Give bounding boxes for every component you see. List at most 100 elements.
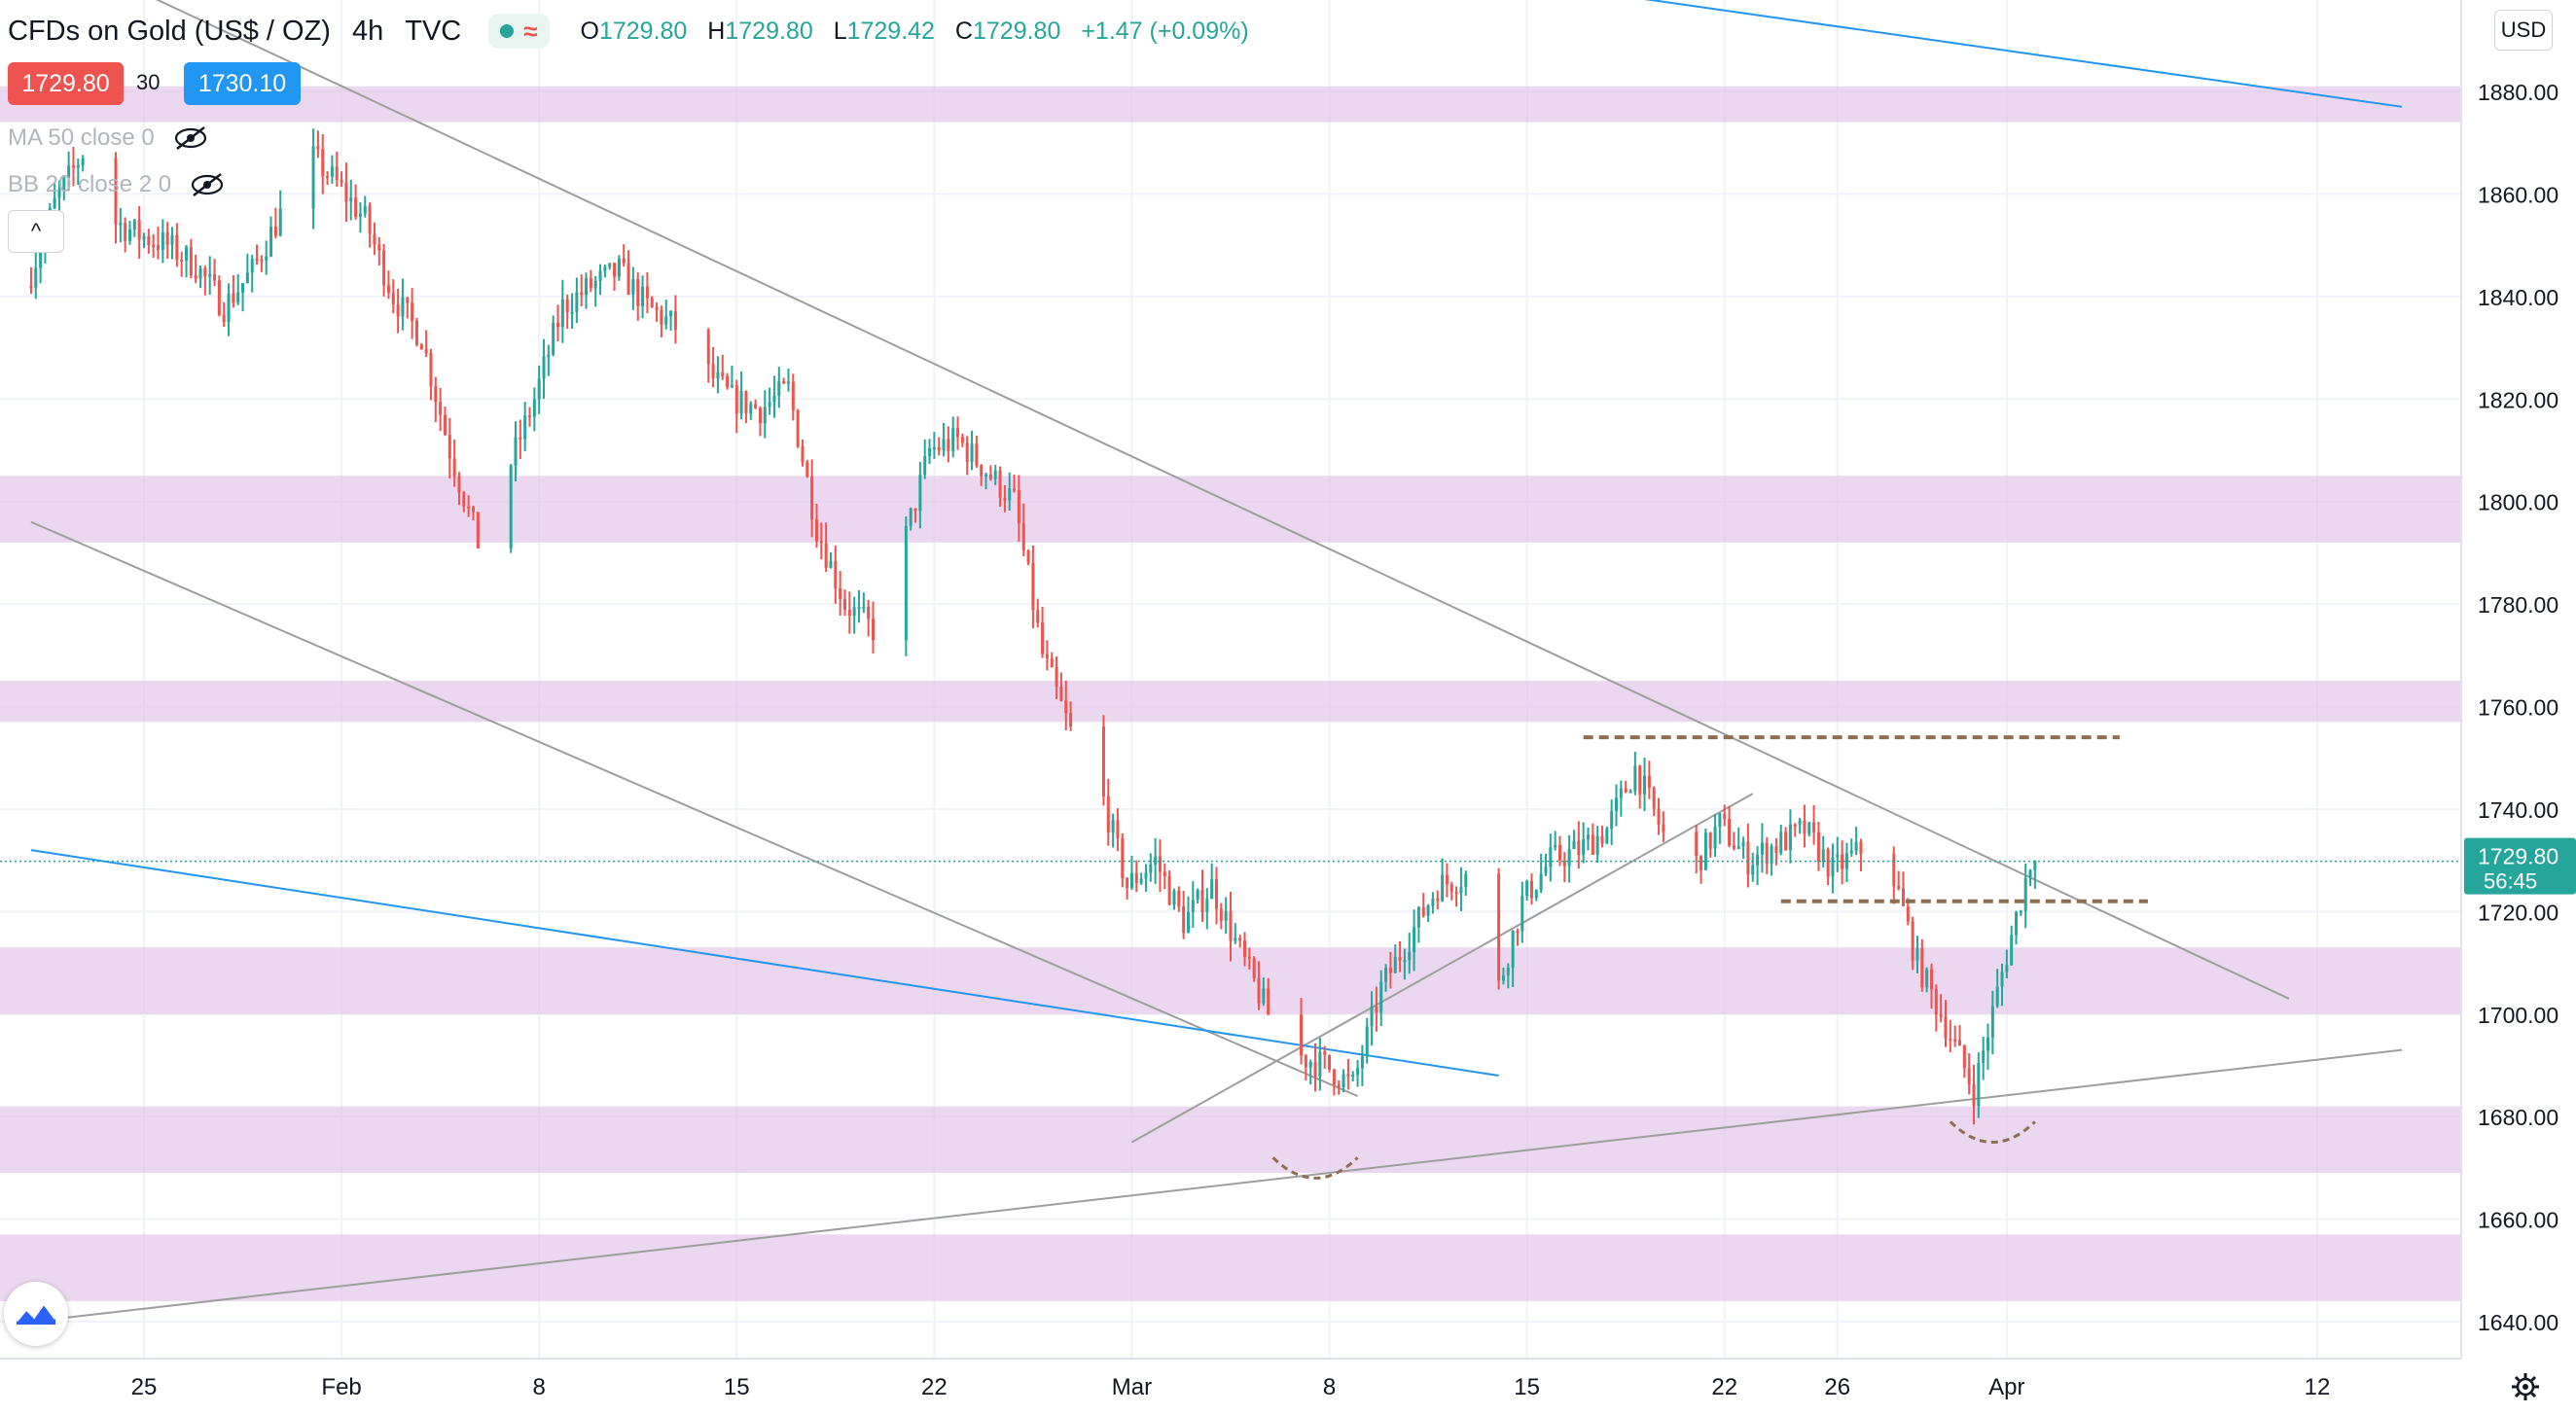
candle-body xyxy=(452,458,456,477)
trendline[interactable] xyxy=(3,0,2290,1000)
gear-icon[interactable] xyxy=(2506,1367,2545,1406)
high-value: 1729.80 xyxy=(725,17,813,45)
y-axis-tick-label[interactable]: 1660.00 xyxy=(2478,1208,2558,1233)
x-axis-tick-label[interactable]: 26 xyxy=(1824,1374,1850,1400)
x-axis-tick-label[interactable]: 25 xyxy=(131,1374,158,1400)
y-axis-tick-label[interactable]: 1720.00 xyxy=(2478,900,2558,925)
candle-body xyxy=(1139,878,1143,884)
y-axis-tick-label[interactable]: 1680.00 xyxy=(2478,1105,2558,1130)
candle-body xyxy=(29,286,33,289)
indicator-bb[interactable]: BB 20 close 2 0 xyxy=(8,165,226,204)
collapse-legend-button[interactable]: ^ xyxy=(8,210,64,253)
candle-body xyxy=(344,182,348,202)
y-axis-tick-label[interactable]: 1820.00 xyxy=(2478,387,2558,412)
market-status-pill[interactable]: ≈ xyxy=(488,14,550,49)
arc-pattern[interactable] xyxy=(1271,1156,1359,1180)
candle-body xyxy=(2010,935,2014,966)
trendline[interactable] xyxy=(1130,793,1754,1144)
trendline[interactable] xyxy=(30,849,1499,1077)
buy-button[interactable]: 1730.10 xyxy=(184,62,301,105)
candle-body xyxy=(1126,877,1129,889)
candle-body xyxy=(1577,840,1581,856)
candle-body xyxy=(603,266,607,271)
candle-body xyxy=(1511,931,1515,969)
candle-body xyxy=(1134,872,1138,884)
x-axis-tick-label[interactable]: Mar xyxy=(1112,1374,1152,1400)
candle-body xyxy=(1464,873,1468,888)
currency-button[interactable]: USD xyxy=(2494,10,2553,51)
candle-body xyxy=(1506,968,1510,976)
candle-body xyxy=(909,508,912,526)
candle-body xyxy=(1017,490,1020,524)
sell-button[interactable]: 1729.80 xyxy=(8,62,124,105)
y-axis-tick-label[interactable]: 1800.00 xyxy=(2478,490,2558,515)
candle-body xyxy=(255,258,259,261)
candle-body xyxy=(1304,1055,1307,1068)
candle-body xyxy=(71,165,75,168)
candle-body xyxy=(1892,854,1896,887)
trendline[interactable] xyxy=(30,1048,2403,1323)
x-axis-tick-label[interactable]: Apr xyxy=(1988,1374,2024,1400)
x-axis-tick-label[interactable]: 8 xyxy=(533,1374,546,1400)
x-axis-tick-label[interactable]: 22 xyxy=(1711,1374,1737,1400)
y-axis-tick-label[interactable]: 1640.00 xyxy=(2478,1310,2558,1335)
candle-body xyxy=(1257,978,1261,1004)
candle-body xyxy=(57,190,61,198)
trendline[interactable] xyxy=(708,0,2403,108)
arc-pattern[interactable] xyxy=(1949,1120,2036,1144)
candle-body xyxy=(1534,890,1538,899)
candle-body xyxy=(1953,1039,1957,1042)
candle-body xyxy=(326,176,330,179)
x-axis-tick-label[interactable]: 15 xyxy=(1514,1374,1540,1400)
eye-off-icon[interactable] xyxy=(189,171,226,198)
candle-body xyxy=(396,304,400,317)
y-axis-tick-label[interactable]: 1740.00 xyxy=(2478,797,2558,823)
y-axis-tick-label[interactable]: 1700.00 xyxy=(2478,1003,2558,1028)
x-axis-tick-label[interactable]: 8 xyxy=(1323,1374,1336,1400)
x-axis-tick-label[interactable]: 15 xyxy=(724,1374,750,1400)
candle-body xyxy=(1101,726,1105,797)
candle-body xyxy=(217,280,221,315)
candle-body xyxy=(1831,857,1835,877)
candle-body xyxy=(1247,956,1251,959)
trendlines[interactable] xyxy=(3,0,2403,1323)
x-axis-tick-label[interactable]: 12 xyxy=(2305,1374,2331,1400)
x-axis-tick-label[interactable]: 22 xyxy=(921,1374,948,1400)
eye-off-icon[interactable] xyxy=(172,124,209,152)
y-axis-tick-label[interactable]: 1860.00 xyxy=(2478,182,2558,207)
chevron-up-icon: ^ xyxy=(30,219,42,243)
candle-body xyxy=(2033,861,2037,870)
candle-body xyxy=(462,492,466,507)
candle-body xyxy=(1129,872,1133,889)
annotations[interactable] xyxy=(0,735,2461,1180)
candle-body xyxy=(1379,981,1383,1013)
candle-body xyxy=(547,354,551,357)
candle-body xyxy=(1191,900,1195,912)
candle-body xyxy=(824,543,828,568)
timeframe-label[interactable]: 4h xyxy=(351,15,384,47)
candle-body xyxy=(147,235,151,245)
candle-body xyxy=(782,381,786,384)
symbol-title[interactable]: CFDs on Gold (US$ / OZ) xyxy=(8,15,331,47)
candle-body xyxy=(1854,841,1858,851)
indicator-ma-label: MA 50 close 0 xyxy=(8,124,155,151)
candle-body xyxy=(1375,1006,1378,1013)
tradingview-logo-button[interactable] xyxy=(4,1282,68,1346)
candle-body xyxy=(165,231,169,245)
candle-body xyxy=(1529,880,1533,899)
candle-body xyxy=(1501,975,1505,981)
x-axis-tick-label[interactable]: Feb xyxy=(321,1374,361,1400)
candle-body xyxy=(132,220,136,230)
indicator-ma[interactable]: MA 50 close 0 xyxy=(8,119,209,158)
trendline[interactable] xyxy=(30,520,1358,1098)
candle-body xyxy=(1144,872,1148,879)
candle-body xyxy=(1308,1062,1312,1068)
y-axis-tick-label[interactable]: 1760.00 xyxy=(2478,695,2558,721)
candle-body xyxy=(537,378,541,400)
y-axis-tick-label[interactable]: 1780.00 xyxy=(2478,592,2558,618)
y-axis-tick-label[interactable]: 1840.00 xyxy=(2478,285,2558,310)
y-axis-tick-label[interactable]: 1880.00 xyxy=(2478,80,2558,105)
